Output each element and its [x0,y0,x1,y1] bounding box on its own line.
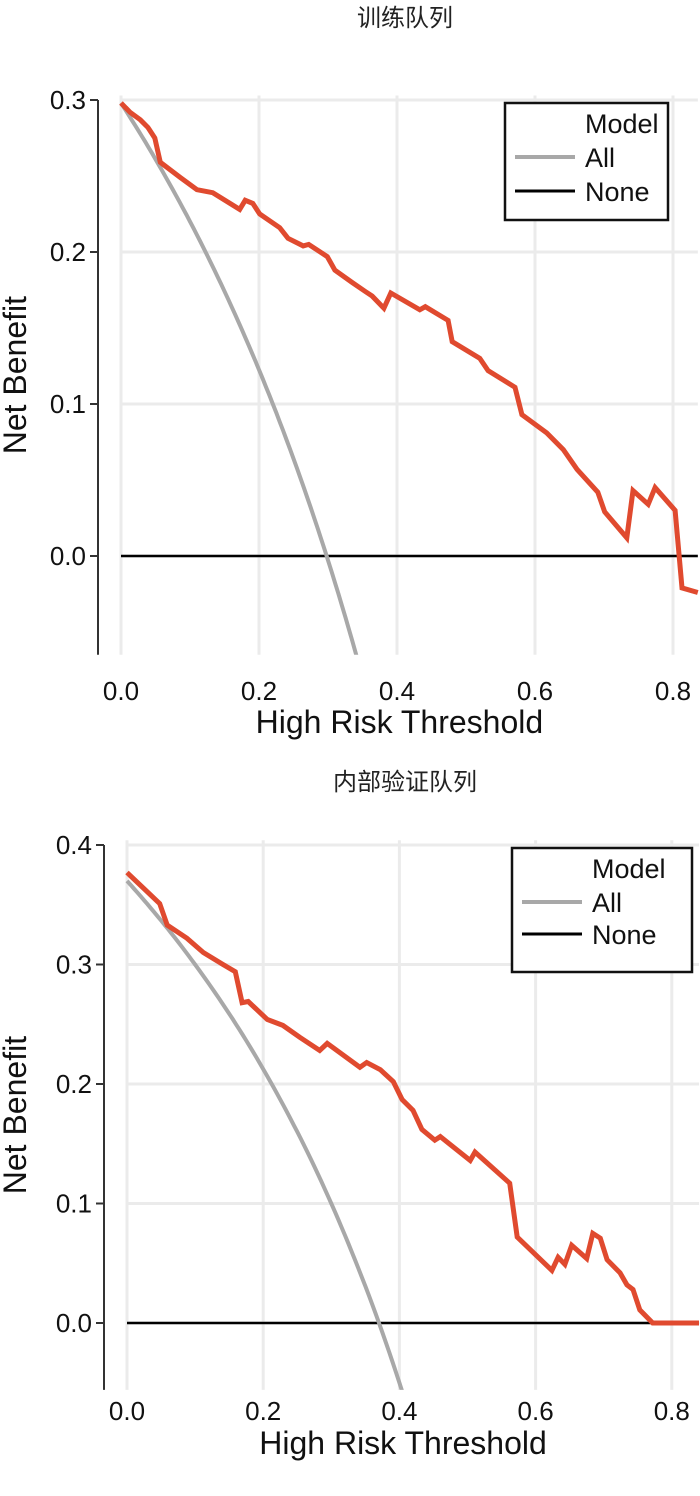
y-axis-label: Net Benefit [0,296,33,454]
x-axis-label: High Risk Threshold [259,1425,547,1461]
x-tick-label: 0.4 [379,676,415,706]
legend-box [503,101,670,222]
plot-area [125,870,700,1390]
chart-title: 训练队列 [357,4,453,32]
y-tick-label: 0.2 [50,237,86,267]
x-tick-label: 0.0 [109,1396,145,1426]
x-axis-label: High Risk Threshold [256,704,544,740]
chart-title: 内部验证队列 [333,768,477,796]
y-tick-label: 0.1 [50,389,86,419]
y-tick-label: 0.3 [56,950,92,980]
x-tick-label: 0.6 [518,1396,554,1426]
y-tick-label: 0.0 [56,1308,92,1338]
y-axis-label: Net Benefit [0,1036,33,1194]
legend-label-model: Model [592,854,666,884]
chart-1: 训练队列 0.0 0.2 0.4 0.6 0.8 0.0 0.1 0.2 0.3 High Risk… [0,4,699,740]
x-tick-label: 0.6 [517,676,553,706]
y-tick-label: 0.2 [56,1069,92,1099]
x-tick-label: 0.0 [103,676,139,706]
x-tick-label: 0.2 [245,1396,281,1426]
y-tick-label: 0.1 [56,1189,92,1219]
x-tick-label: 0.8 [654,1396,690,1426]
y-tick-label: 0.4 [56,830,92,860]
legend-label-none: None [592,920,657,950]
x-tick-label: 0.4 [381,1396,417,1426]
x-tick-label: 0.2 [241,676,277,706]
legend-label-all: All [592,888,622,918]
series-model-line [119,101,699,595]
series-all-line [119,101,359,655]
legend-box [510,846,694,974]
legend: Model All None [503,101,670,222]
legend-label-model: Model [585,109,659,139]
plot-area [119,101,699,655]
y-tick-label: 0.3 [50,85,86,115]
series-all-line [125,879,404,1390]
legend-label-none: None [585,177,650,207]
legend-label-all: All [585,143,615,173]
series-model-line [125,870,699,1326]
x-tick-label: 0.8 [655,676,691,706]
y-tick-label: 0.0 [50,541,86,571]
